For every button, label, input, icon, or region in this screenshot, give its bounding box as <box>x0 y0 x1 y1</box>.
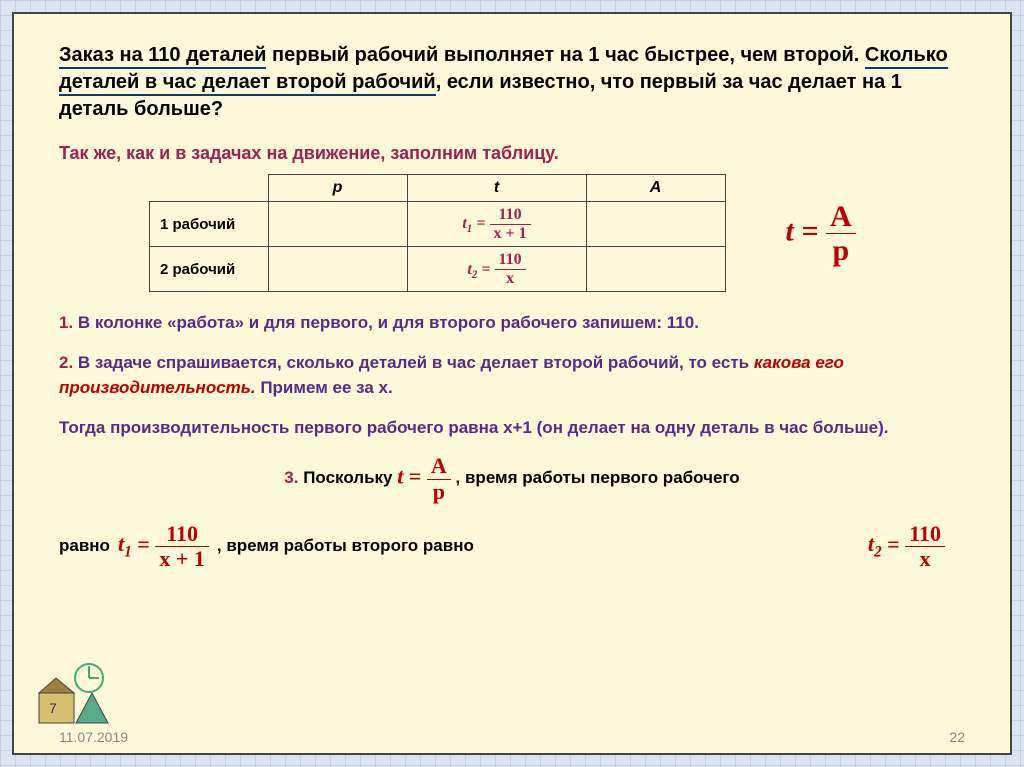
row-2: 2 рабочий <box>150 247 269 292</box>
col-t: t <box>407 175 586 202</box>
footer: 11.07.2019 22 <box>59 729 965 745</box>
problem-text: Заказ на 110 деталей первый рабочий выпо… <box>59 42 965 123</box>
cell-t1: t1 = 110x + 1 <box>407 202 586 247</box>
bottom-equations: равно t1 = 110x + 1 , время работы второ… <box>59 522 965 571</box>
cell-t2: t2 = 110x <box>407 247 586 292</box>
decoration-icon: 7 <box>34 653 114 728</box>
underline-1: Заказ на 110 деталей <box>59 44 266 69</box>
step-3: 3. Поскольку t = Ap , время работы перво… <box>59 454 965 503</box>
step-2b: Тогда производительность первого рабочег… <box>59 415 965 441</box>
data-table: p t A 1 рабочий t1 = 110x + 1 2 рабочий <box>149 174 726 292</box>
footer-date: 11.07.2019 <box>59 729 128 745</box>
footer-page: 22 <box>949 729 965 745</box>
slide: Заказ на 110 деталей первый рабочий выпо… <box>12 12 1012 755</box>
step-2: 2. В задаче спрашивается, сколько детале… <box>59 350 965 401</box>
svg-text:7: 7 <box>49 700 57 716</box>
step-1: 1. В колонке «работа» и для первого, и д… <box>59 310 965 336</box>
row-1: 1 рабочий <box>150 202 269 247</box>
main-formula: t = Ap <box>786 200 856 267</box>
col-a: A <box>586 175 725 202</box>
col-p: p <box>268 175 407 202</box>
intro-text: Так же, как и в задачах на движение, зап… <box>59 143 965 164</box>
